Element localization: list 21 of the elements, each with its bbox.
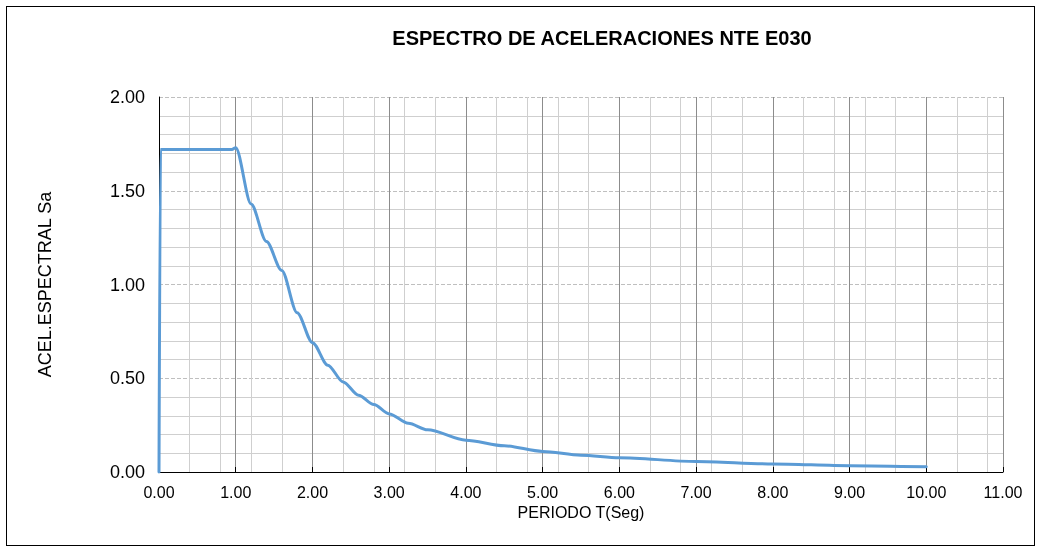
x-tick-label: 5.00 [527, 483, 559, 501]
y-tick-label: 0.00 [109, 462, 145, 482]
y-tick-label: 1.00 [109, 274, 145, 295]
x-tick-label: 0.00 [143, 483, 175, 501]
x-tick-label: 6.00 [603, 483, 636, 501]
x-tick-label: 10.00 [906, 483, 947, 501]
x-tick-label: 4.00 [450, 483, 482, 501]
x-tick-label: 7.00 [680, 483, 712, 501]
y-tick-label: 1.50 [109, 180, 145, 201]
x-tick-label: 2.00 [296, 483, 329, 501]
line-series [157, 146, 928, 474]
x-tick-label: 1.00 [220, 483, 252, 501]
x-tick-label: 11.00 [983, 483, 1023, 501]
y-tick-label: 0.50 [109, 368, 145, 389]
x-tick-label: 3.00 [373, 483, 405, 501]
x-axis-title: PERIODO T(Seg) [517, 504, 645, 522]
x-tick-label: 8.00 [757, 483, 789, 501]
y-axis-title: ACEL.ESPECTRAL Sa [35, 190, 55, 378]
x-tick-label: 9.00 [833, 483, 866, 501]
chart-title: ESPECTRO DE ACELERACIONES NTE E030 [392, 27, 812, 49]
y-tick-label: 2.00 [109, 87, 145, 107]
